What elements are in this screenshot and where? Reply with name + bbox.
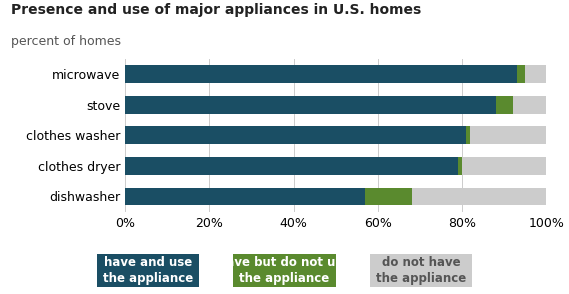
Bar xyxy=(125,126,546,144)
Text: do not have
the appliance: do not have the appliance xyxy=(376,256,466,285)
Text: Presence and use of major appliances in U.S. homes: Presence and use of major appliances in … xyxy=(11,3,422,17)
Bar xyxy=(125,188,546,205)
Text: have but do not use
the appliance: have but do not use the appliance xyxy=(218,256,351,285)
Bar xyxy=(365,188,411,205)
Bar xyxy=(517,65,525,83)
Bar xyxy=(125,188,365,205)
Bar xyxy=(125,157,458,175)
Text: percent of homes: percent of homes xyxy=(11,35,121,48)
Bar xyxy=(125,96,496,113)
Bar xyxy=(125,126,466,144)
Bar xyxy=(125,96,546,113)
Bar xyxy=(496,96,513,113)
Bar xyxy=(458,157,462,175)
Bar xyxy=(466,126,471,144)
Bar xyxy=(125,65,546,83)
Text: have and use
the appliance: have and use the appliance xyxy=(103,256,193,285)
Bar xyxy=(125,65,517,83)
Bar xyxy=(125,157,546,175)
